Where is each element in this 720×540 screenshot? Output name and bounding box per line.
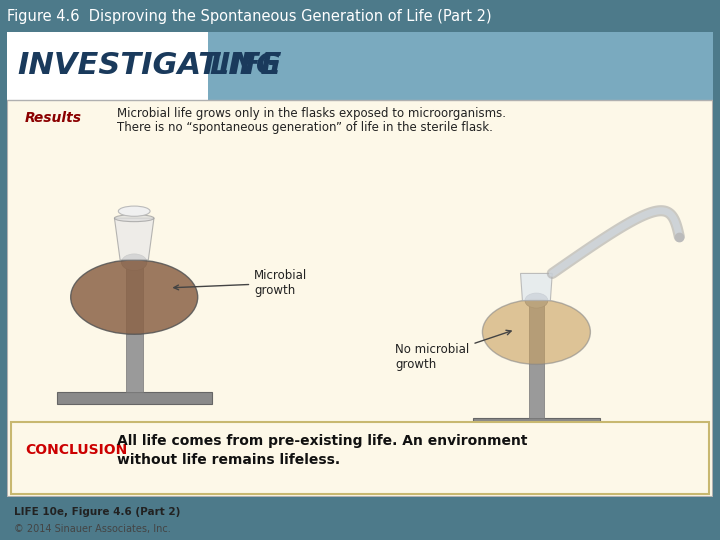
Polygon shape xyxy=(473,417,600,428)
Text: Microbial
growth: Microbial growth xyxy=(174,269,307,297)
Circle shape xyxy=(122,254,147,271)
Ellipse shape xyxy=(114,215,154,221)
Ellipse shape xyxy=(118,206,150,217)
Text: LIFE: LIFE xyxy=(210,51,282,80)
Text: No microbial
growth: No microbial growth xyxy=(395,330,511,372)
FancyBboxPatch shape xyxy=(7,32,713,497)
Text: Results: Results xyxy=(24,111,82,125)
Text: © 2014 Sinauer Associates, Inc.: © 2014 Sinauer Associates, Inc. xyxy=(14,524,171,534)
Polygon shape xyxy=(57,392,212,404)
Text: Figure 4.6  Disproving the Spontaneous Generation of Life (Part 2): Figure 4.6 Disproving the Spontaneous Ge… xyxy=(7,9,492,24)
Polygon shape xyxy=(528,303,544,417)
Text: CONCLUSION: CONCLUSION xyxy=(24,443,127,457)
Text: INVESTIGATING: INVESTIGATING xyxy=(18,51,282,80)
Text: Microbial life grows only in the flasks exposed to microorganisms.: Microbial life grows only in the flasks … xyxy=(117,107,505,120)
FancyBboxPatch shape xyxy=(208,32,713,100)
FancyBboxPatch shape xyxy=(11,422,709,495)
Ellipse shape xyxy=(482,300,590,365)
Text: There is no “spontaneous generation” of life in the sterile flask.: There is no “spontaneous generation” of … xyxy=(117,121,492,134)
Text: LIFE 10e, Figure 4.6 (Part 2): LIFE 10e, Figure 4.6 (Part 2) xyxy=(14,507,181,517)
Circle shape xyxy=(525,293,548,308)
Ellipse shape xyxy=(71,260,198,334)
Polygon shape xyxy=(114,218,154,260)
FancyBboxPatch shape xyxy=(7,32,713,100)
Text: All life comes from pre-existing life. An environment
without life remains lifel: All life comes from pre-existing life. A… xyxy=(117,434,527,467)
Polygon shape xyxy=(521,273,552,301)
Polygon shape xyxy=(126,265,143,392)
